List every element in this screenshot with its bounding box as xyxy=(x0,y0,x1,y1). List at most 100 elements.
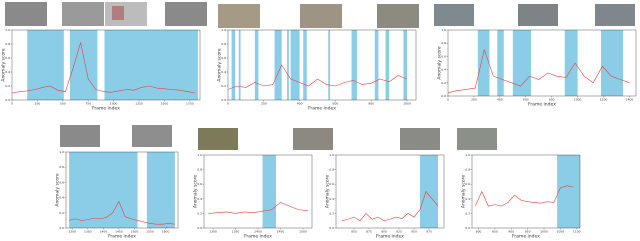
x-tick-label: 0 xyxy=(227,102,229,106)
plot-frame xyxy=(203,154,313,229)
thumbnail xyxy=(300,4,342,28)
y-tick-label: 0.2 xyxy=(197,211,202,215)
y-tick-label: 0.8 xyxy=(59,165,64,169)
anomaly-region xyxy=(600,30,624,96)
thumbnail xyxy=(518,4,558,26)
anomaly-region xyxy=(564,30,578,96)
x-tick-label: 950 xyxy=(411,230,417,234)
thumbnail xyxy=(595,4,635,26)
y-tick-label: 0.0 xyxy=(329,226,334,230)
x-axis-label: Frame index xyxy=(92,106,120,112)
x-tick-label: 200 xyxy=(471,98,477,102)
y-tick-label: 0.6 xyxy=(465,182,470,186)
anomaly-region xyxy=(374,30,379,100)
anomaly-region xyxy=(477,30,490,96)
thumbnail xyxy=(198,128,238,150)
plot-frame xyxy=(447,29,637,97)
x-tick-label: 600 xyxy=(523,98,529,102)
x-axis-label: Frame index xyxy=(108,234,136,240)
plot-frame xyxy=(335,154,445,229)
anomaly-region xyxy=(146,152,175,228)
y-tick-label: 0.2 xyxy=(59,211,64,215)
x-tick-label: 400 xyxy=(497,98,503,102)
y-tick-label: 0.4 xyxy=(197,197,202,201)
x-axis-label: Frame index xyxy=(308,106,336,112)
anomaly-region xyxy=(328,30,331,100)
x-tick-label: 1550 xyxy=(146,230,154,234)
score-line xyxy=(474,185,574,207)
anomaly-region xyxy=(27,30,64,100)
y-tick-label: 0.0 xyxy=(59,226,64,230)
x-tick-label: 1350 xyxy=(232,230,240,234)
score-line xyxy=(447,48,630,93)
score-line xyxy=(341,190,439,222)
x-tick-label: 600 xyxy=(333,102,339,106)
x-tick-label: 1500 xyxy=(131,230,139,234)
anomaly-region xyxy=(290,30,300,100)
x-tick-label: 925 xyxy=(396,230,402,234)
y-tick-label: 1.0 xyxy=(221,28,226,32)
y-tick-label: 1.0 xyxy=(197,153,202,157)
y-tick-label: 0.2 xyxy=(221,84,226,88)
y-tick-label: 1.0 xyxy=(329,153,334,157)
score-line xyxy=(69,200,175,225)
x-tick-label: 1500 xyxy=(299,230,307,234)
anomaly-region xyxy=(403,30,408,100)
anomaly-region xyxy=(254,30,259,100)
x-tick-label: 950 xyxy=(525,230,531,234)
anomaly-region xyxy=(497,30,504,96)
thumbnail xyxy=(5,2,47,26)
anomaly-region xyxy=(69,30,98,100)
y-tick-label: 0.4 xyxy=(465,197,470,201)
y-axis-label: Anomaly score xyxy=(461,175,467,208)
x-tick-label: 1400 xyxy=(100,230,108,234)
thumbnail xyxy=(293,128,333,150)
y-axis-label: Anomaly score xyxy=(193,175,199,208)
y-axis-label: Anomaly score xyxy=(325,175,331,208)
y-axis-label: Anomaly score xyxy=(437,46,443,79)
y-tick-label: 0.0 xyxy=(197,226,202,230)
x-tick-label: 1250 xyxy=(135,102,143,106)
y-tick-label: 0.4 xyxy=(5,70,10,74)
y-tick-label: 0.4 xyxy=(441,68,446,72)
anomaly-region xyxy=(104,30,198,100)
score-line xyxy=(208,202,308,214)
x-tick-label: 200 xyxy=(261,102,267,106)
anomaly-region xyxy=(231,30,236,100)
y-tick-label: 1.0 xyxy=(441,28,446,32)
thumbnail xyxy=(62,2,104,26)
x-axis-label: Frame index xyxy=(376,234,404,240)
x-tick-label: 1450 xyxy=(277,230,285,234)
y-tick-label: 0.4 xyxy=(329,197,334,201)
x-tick-label: 875 xyxy=(366,230,372,234)
x-tick-label: 900 xyxy=(381,230,387,234)
x-tick-label: 750 xyxy=(85,102,91,106)
x-axis-label: Frame index xyxy=(512,234,540,240)
anomaly-region xyxy=(385,30,390,100)
y-tick-label: 0.6 xyxy=(197,182,202,186)
x-tick-label: 1000 xyxy=(540,230,548,234)
plot-frame xyxy=(11,29,201,101)
x-tick-label: 1500 xyxy=(161,102,169,106)
y-tick-label: 0.4 xyxy=(221,70,226,74)
x-tick-label: 1200 xyxy=(600,98,608,102)
x-tick-label: 400 xyxy=(297,102,303,106)
x-tick-label: 800 xyxy=(549,98,555,102)
x-tick-label: 1450 xyxy=(115,230,123,234)
thumbnail xyxy=(377,4,419,28)
y-tick-label: 0.0 xyxy=(221,98,226,102)
x-axis-label: Frame index xyxy=(244,234,272,240)
anomaly-region xyxy=(262,155,276,228)
x-tick-label: 1300 xyxy=(209,230,217,234)
thumbnail xyxy=(132,125,172,147)
y-tick-label: 0.8 xyxy=(329,168,334,172)
y-tick-label: 0.0 xyxy=(441,94,446,98)
plot-frame xyxy=(471,154,581,229)
x-tick-label: 1750 xyxy=(186,102,194,106)
y-tick-label: 1.0 xyxy=(465,153,470,157)
thumbnail xyxy=(60,125,100,147)
y-axis-label: Anomaly score xyxy=(217,48,223,81)
score-line xyxy=(227,64,408,90)
thumbnail xyxy=(218,4,260,28)
